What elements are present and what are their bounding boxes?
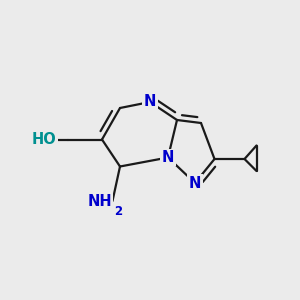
- Text: NH: NH: [88, 194, 112, 208]
- Text: HO: HO: [32, 132, 57, 147]
- Text: 2: 2: [114, 205, 122, 218]
- Text: N: N: [162, 150, 174, 165]
- Text: N: N: [144, 94, 156, 110]
- Text: N: N: [189, 176, 201, 190]
